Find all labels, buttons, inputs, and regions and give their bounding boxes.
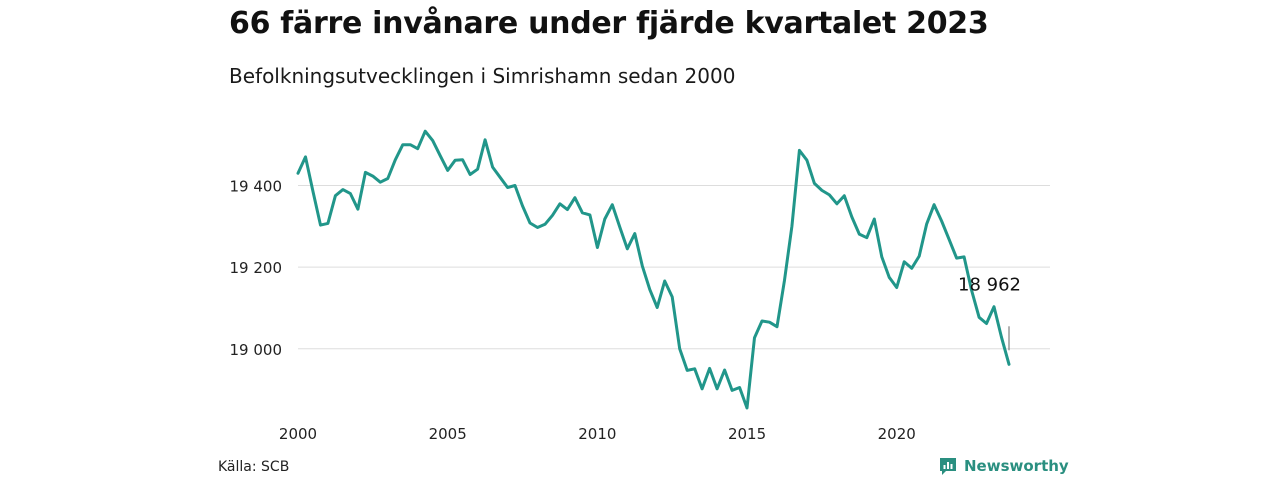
y-tick-label: 19 200 (230, 259, 283, 277)
x-tick-label: 2010 (578, 425, 616, 443)
newsworthy-logo-icon (940, 458, 956, 475)
x-tick-label: 2005 (429, 425, 467, 443)
x-tick-label: 2020 (878, 425, 916, 443)
series-line (296, 129, 1011, 410)
chart-subtitle: Befolkningsutvecklingen i Simrishamn sed… (229, 64, 736, 88)
y-tick-label: 19 000 (230, 341, 283, 359)
chart-title: 66 färre invånare under fjärde kvartalet… (229, 6, 989, 41)
brand-logo[interactable]: Newsworthy (938, 456, 1069, 476)
brand-name: Newsworthy (964, 457, 1069, 475)
x-tick-label: 2000 (279, 425, 317, 443)
x-tick-label: 2015 (728, 425, 766, 443)
last-value-label: 18 962 (958, 274, 1021, 295)
source-note: Källa: SCB (218, 459, 290, 475)
y-tick-label: 19 400 (230, 177, 283, 195)
